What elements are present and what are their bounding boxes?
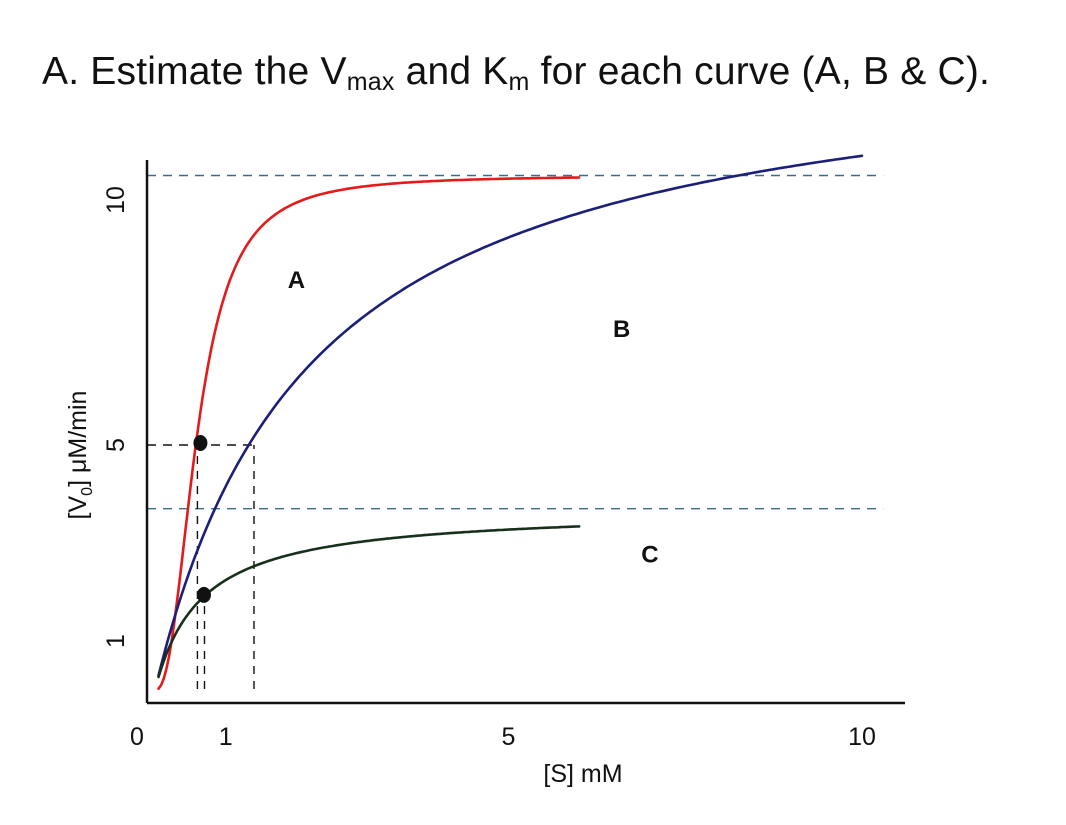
- curve-label-c: C: [641, 542, 658, 569]
- x-tick-label: 1: [219, 723, 233, 751]
- curve-b: [157, 154, 864, 677]
- question-prefix: A. Estimate the V: [42, 50, 347, 93]
- question-middle: and K: [394, 50, 509, 93]
- curves: [157, 154, 864, 690]
- y-axis-label: [V0] μM/min: [64, 391, 96, 520]
- x-tick-label: 5: [502, 723, 516, 751]
- point-c-marker: [196, 586, 211, 603]
- question-title: A. Estimate the Vmax and Km for each cur…: [42, 50, 990, 97]
- curve-label-b: B: [613, 316, 630, 343]
- vmax-subscript: max: [346, 68, 395, 96]
- km-subscript: m: [508, 68, 530, 96]
- y-tick-label: 5: [102, 438, 130, 452]
- point-a-half-vmax: [193, 435, 208, 451]
- question-suffix: for each curve (A, B & C).: [529, 50, 991, 93]
- x-tick-label: 10: [848, 723, 876, 751]
- curve-label-a: A: [288, 267, 305, 294]
- points: [193, 435, 211, 603]
- x-axis-label: [S] mM: [543, 760, 622, 788]
- y-tick-label: 1: [102, 634, 130, 648]
- curve-c: [157, 525, 581, 679]
- labels: A B C: [288, 267, 659, 568]
- y-tick-label: 10: [102, 186, 130, 214]
- curve-a: [157, 176, 581, 690]
- x-tick-label: 0: [130, 723, 144, 751]
